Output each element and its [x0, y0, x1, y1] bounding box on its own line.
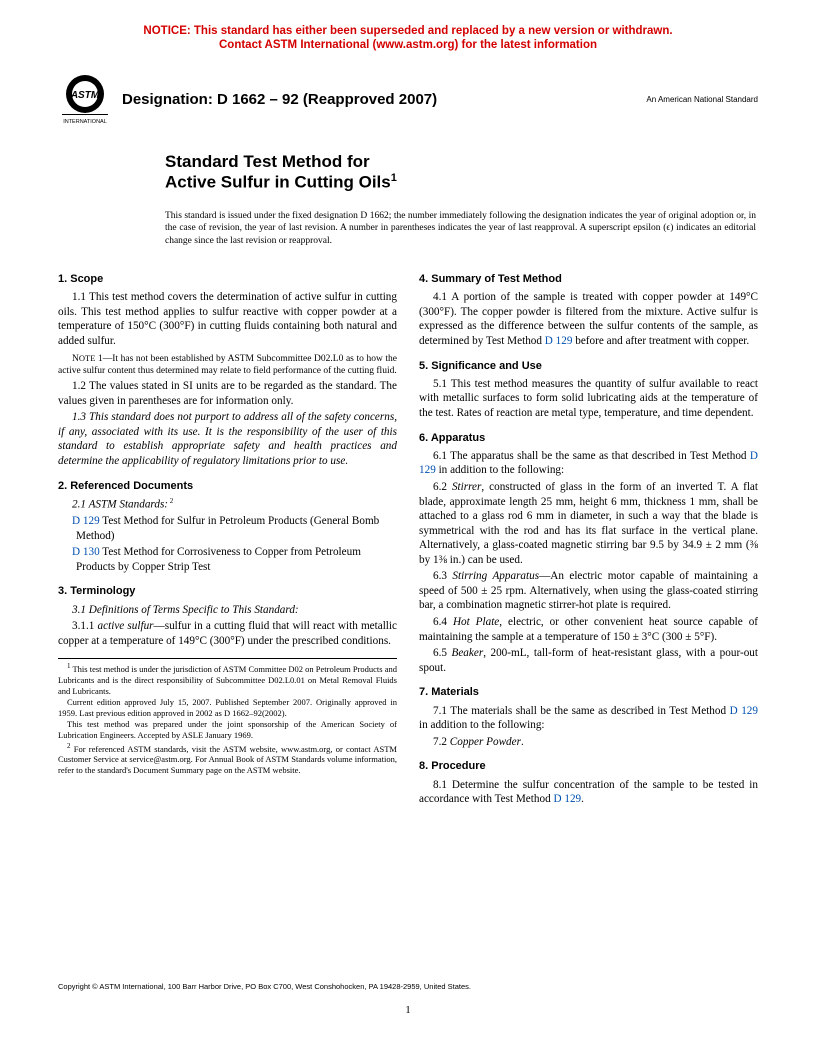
para-3-1: 3.1 Definitions of Terms Specific to Thi… — [58, 603, 397, 618]
para-6-2: 6.2 Stirrer, constructed of glass in the… — [419, 480, 758, 567]
title-line-1: Standard Test Method for — [165, 152, 370, 171]
ref-d130: D 130 Test Method for Corrosiveness to C… — [58, 545, 397, 574]
para-3-1-1: 3.1.1 active sulfur—sulfur in a cutting … — [58, 619, 397, 648]
para-1-3: 1.3 This standard does not purport to ad… — [58, 410, 397, 468]
supersession-notice: NOTICE: This standard has either been su… — [0, 24, 816, 53]
footnote-1a: 1 This test method is under the jurisdic… — [58, 662, 397, 696]
para-4-1: 4.1 A portion of the sample is treated w… — [419, 290, 758, 348]
section-8-heading: 8. Procedure — [419, 759, 758, 773]
body-columns: 1. Scope 1.1 This test method covers the… — [58, 272, 758, 809]
logo-block: ASTM INTERNATIONAL Designation: D 1662 –… — [58, 72, 437, 126]
section-5-heading: 5. Significance and Use — [419, 359, 758, 373]
footnote-2: 2 For referenced ASTM standards, visit t… — [58, 742, 397, 776]
link-d130[interactable]: D 130 — [72, 546, 100, 558]
left-column: 1. Scope 1.1 This test method covers the… — [58, 272, 397, 809]
notice-line-2: Contact ASTM International (www.astm.org… — [219, 39, 597, 51]
section-1-heading: 1. Scope — [58, 272, 397, 286]
link-d129[interactable]: D 129 — [72, 515, 100, 527]
page-number: 1 — [0, 1004, 816, 1016]
note-1: NOTE NOTE 1—It has not been established … — [58, 353, 397, 378]
copyright-line: Copyright © ASTM International, 100 Barr… — [58, 982, 758, 991]
footnote-1c: This test method was prepared under the … — [58, 719, 397, 740]
link-d129-s7[interactable]: D 129 — [730, 705, 758, 717]
para-1-1: 1.1 This test method covers the determin… — [58, 290, 397, 348]
title-footnote-marker: 1 — [391, 172, 397, 184]
section-6-heading: 6. Apparatus — [419, 431, 758, 445]
right-column: 4. Summary of Test Method 4.1 A portion … — [419, 272, 758, 809]
title-line-2: Active Sulfur in Cutting Oils — [165, 173, 391, 192]
section-3-heading: 3. Terminology — [58, 584, 397, 598]
para-7-1: 7.1 The materials shall be the same as d… — [419, 704, 758, 733]
svg-text:INTERNATIONAL: INTERNATIONAL — [63, 119, 107, 125]
footnotes-block: 1 This test method is under the jurisdic… — [58, 658, 397, 775]
section-7-heading: 7. Materials — [419, 685, 758, 699]
header-row: ASTM INTERNATIONAL Designation: D 1662 –… — [58, 72, 758, 126]
svg-text:ASTM: ASTM — [70, 90, 100, 101]
footnote-1b: Current edition approved July 15, 2007. … — [58, 697, 397, 718]
para-6-3: 6.3 Stirring Apparatus—An electric motor… — [419, 569, 758, 613]
astm-logo: ASTM INTERNATIONAL — [58, 72, 112, 126]
standard-title: Standard Test Method for Active Sulfur i… — [165, 152, 756, 193]
para-2-1: 2.1 ASTM Standards: 2 — [58, 497, 397, 512]
issuance-note: This standard is issued under the fixed … — [165, 210, 756, 247]
para-5-1: 5.1 This test method measures the quanti… — [419, 377, 758, 421]
para-1-2: 1.2 The values stated in SI units are to… — [58, 379, 397, 408]
link-d129-s4[interactable]: D 129 — [545, 335, 573, 347]
para-7-2: 7.2 Copper Powder. — [419, 735, 758, 750]
notice-line-1: NOTICE: This standard has either been su… — [143, 25, 672, 37]
designation-label: Designation: D 1662 – 92 (Reapproved 200… — [122, 91, 437, 108]
american-national-standard-label: An American National Standard — [646, 95, 758, 104]
title-block: Standard Test Method for Active Sulfur i… — [165, 152, 756, 193]
ref-d129: D 129 Test Method for Sulfur in Petroleu… — [58, 514, 397, 543]
para-8-1: 8.1 Determine the sulfur concentration o… — [419, 778, 758, 807]
para-6-5: 6.5 Beaker, 200-mL, tall-form of heat-re… — [419, 646, 758, 675]
para-6-4: 6.4 Hot Plate, electric, or other conven… — [419, 615, 758, 644]
section-4-heading: 4. Summary of Test Method — [419, 272, 758, 286]
para-6-1: 6.1 The apparatus shall be the same as t… — [419, 449, 758, 478]
link-d129-s8[interactable]: D 129 — [553, 793, 581, 805]
section-2-heading: 2. Referenced Documents — [58, 479, 397, 493]
